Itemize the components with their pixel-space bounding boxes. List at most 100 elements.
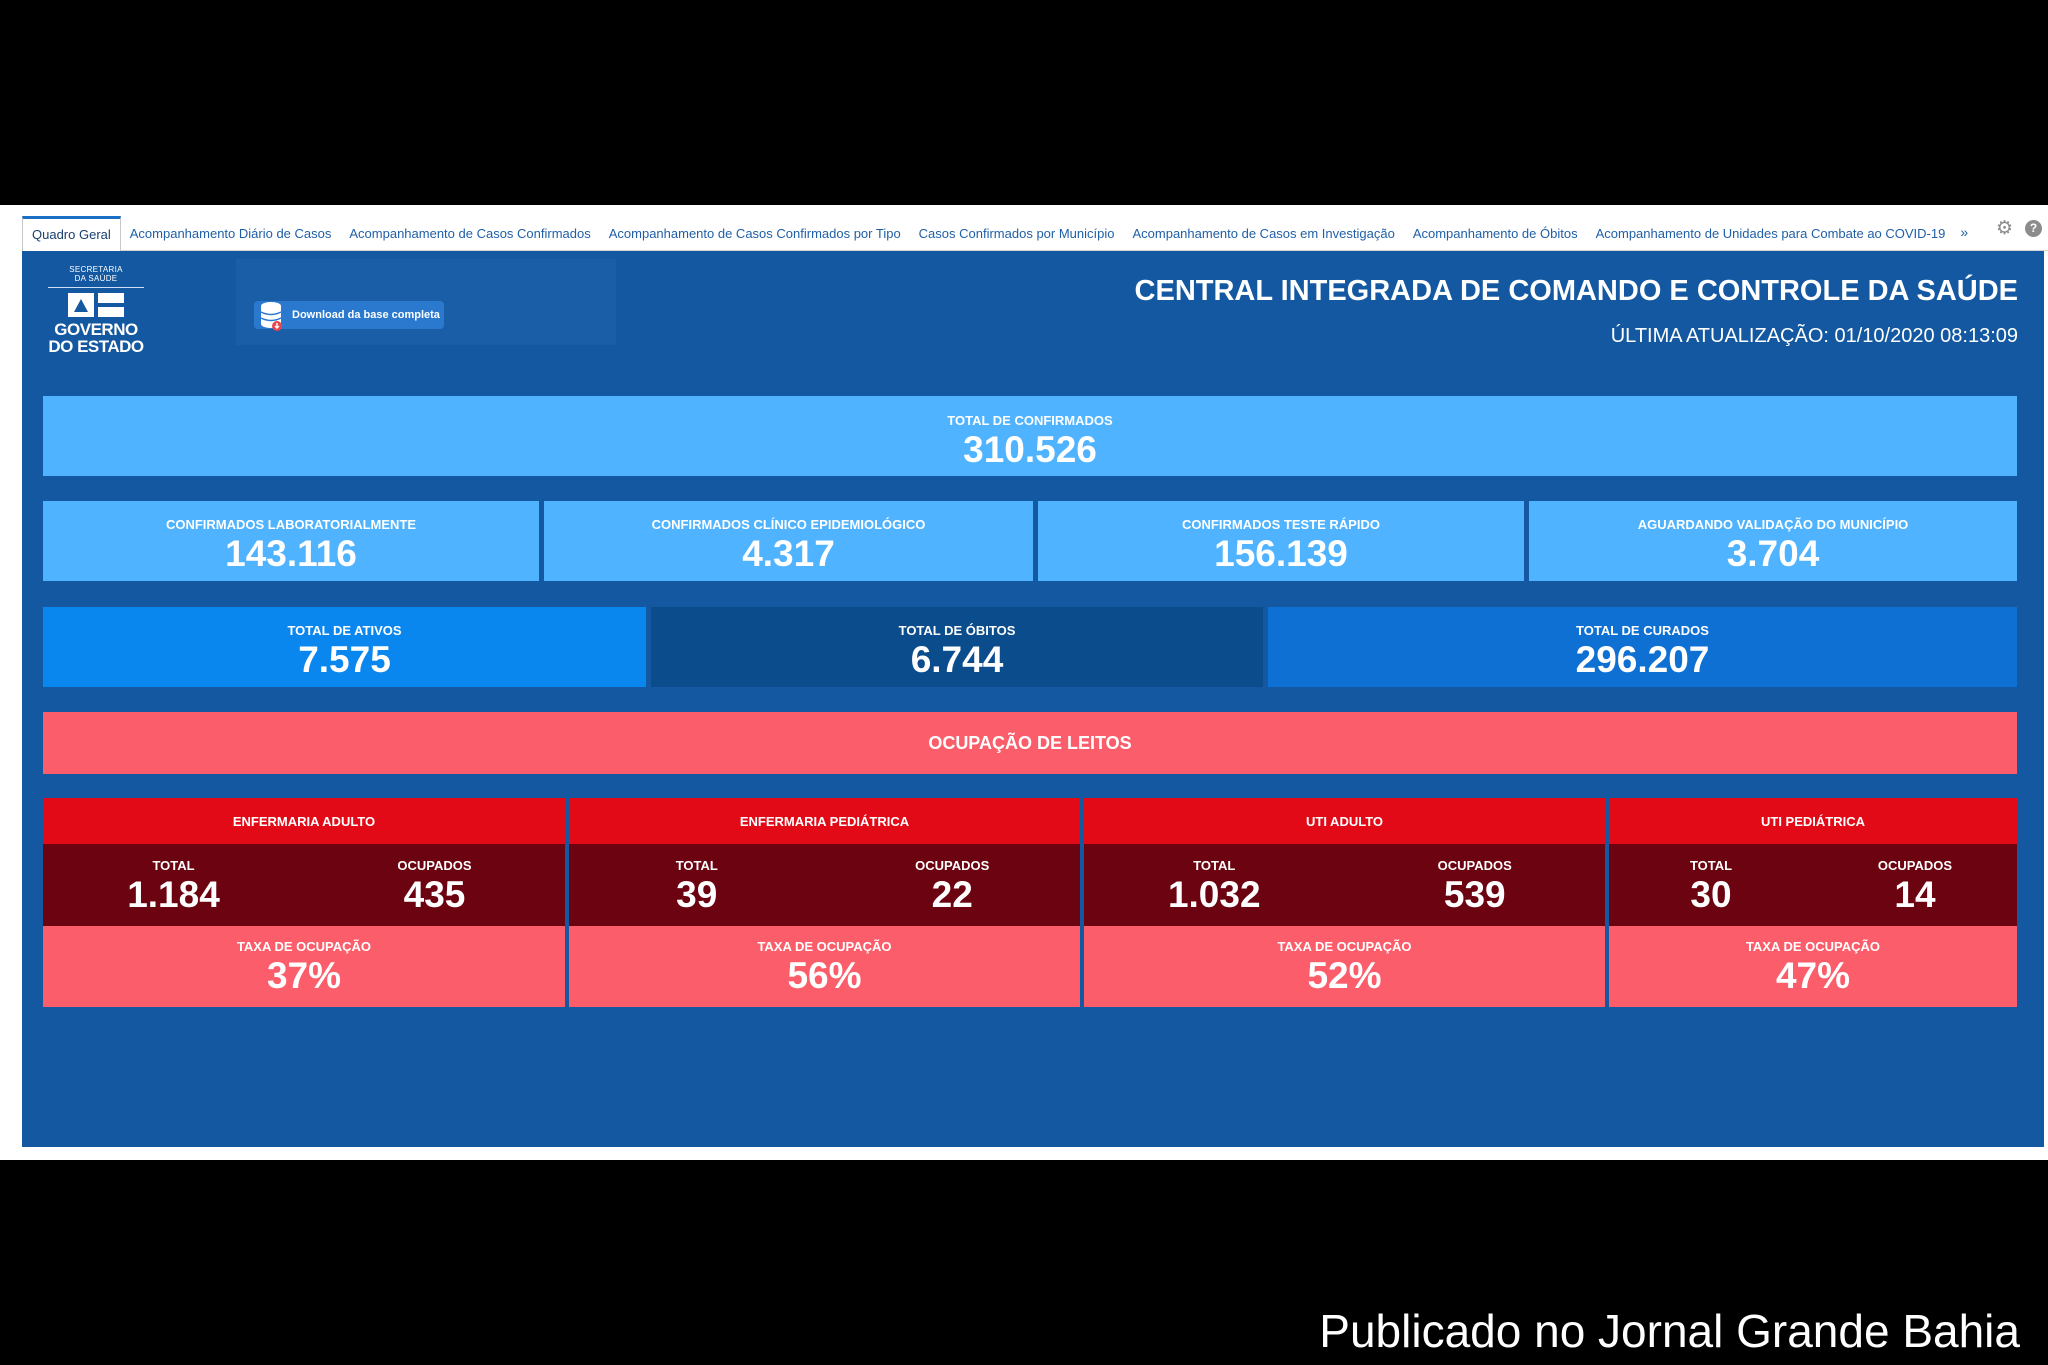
bed-total-value: 39 (676, 874, 718, 915)
bed-card-counts: TOTAL 1.032 OCUPADOS 539 (1084, 844, 1605, 926)
dashboard: SECRETARIA DA SAÚDE GOVERNO DO ESTADO (22, 251, 2044, 1147)
bed-occupied: OCUPADOS 22 (825, 844, 1081, 926)
bed-occupied-value: 435 (403, 874, 466, 915)
card-label: TOTAL DE CONFIRMADOS (947, 413, 1113, 428)
card-value: 6.744 (910, 639, 1004, 680)
download-button-label: Download da base completa (292, 309, 440, 321)
bed-card-uti-pediatrica: UTI PEDIÁTRICA TOTAL 30 OCUPADOS 14 TAXA… (1609, 798, 2017, 1007)
bed-occupied-value: 14 (1894, 874, 1936, 915)
bed-rate-label: TAXA DE OCUPAÇÃO (1745, 939, 1881, 954)
tab-bar: Quadro Geral Acompanhamento Diário de Ca… (22, 209, 2048, 252)
download-button[interactable]: Download da base completa (254, 301, 444, 331)
bed-card-counts: TOTAL 1.184 OCUPADOS 435 (43, 844, 565, 926)
bed-total: TOTAL 30 (1609, 844, 1813, 926)
bed-card-counts: TOTAL 39 OCUPADOS 22 (569, 844, 1080, 926)
tab-unidades-covid[interactable]: Acompanhamento de Unidades para Combate … (1595, 226, 1946, 241)
bed-card-title: ENFERMARIA PEDIÁTRICA (569, 798, 1080, 844)
logo-mark-icon (40, 293, 152, 317)
tab-casos-confirmados[interactable]: Acompanhamento de Casos Confirmados (349, 226, 591, 241)
bed-total: TOTAL 1.032 (1084, 844, 1345, 926)
publication-credit: Publicado no Jornal Grande Bahia (1319, 1305, 2020, 1357)
card-label: CONFIRMADOS LABORATORIALMENTE (165, 517, 417, 532)
card-total-obitos: TOTAL DE ÓBITOS 6.744 (651, 607, 1263, 687)
bed-total-label: TOTAL (152, 858, 195, 873)
card-confirmados-teste-rapido: CONFIRMADOS TESTE RÁPIDO 156.139 (1038, 501, 1524, 581)
more-tabs-button[interactable]: » (1960, 224, 1969, 240)
bed-occupied-label: OCUPADOS (1877, 858, 1953, 873)
bed-card-enfermaria-adulto: ENFERMARIA ADULTO TOTAL 1.184 OCUPADOS 4… (43, 798, 565, 1007)
tab-casos-investigacao[interactable]: Acompanhamento de Casos em Investigação (1132, 226, 1395, 241)
toolbar: ⚙ ? (1996, 218, 2042, 239)
gear-icon[interactable]: ⚙ (1996, 218, 2014, 239)
help-icon[interactable]: ? (2025, 220, 2042, 237)
bed-occupied-value: 539 (1443, 874, 1506, 915)
tab-casos-confirmados-tipo[interactable]: Acompanhamento de Casos Confirmados por … (608, 226, 901, 241)
bed-occupancy-rate: TAXA DE OCUPAÇÃO 37% (43, 926, 565, 1007)
page-title: CENTRAL INTEGRADA DE COMANDO E CONTROLE … (1134, 275, 2018, 307)
bed-card-title: UTI PEDIÁTRICA (1609, 798, 2017, 844)
database-icon (260, 302, 282, 331)
bed-total-value: 30 (1690, 874, 1732, 915)
logo-text-1: GOVERNO (54, 320, 138, 339)
bed-occupied-label: OCUPADOS (1437, 858, 1512, 873)
card-label: CONFIRMADOS CLÍNICO EPIDEMIOLÓGICO (651, 517, 926, 532)
logo-divider (48, 287, 144, 288)
card-label: TOTAL DE CURADOS (1576, 623, 1709, 638)
bed-rate-label: TAXA DE OCUPAÇÃO (1277, 939, 1412, 954)
bed-occupied-label: OCUPADOS (915, 858, 990, 873)
logo-line-1: SECRETARIA (69, 265, 123, 274)
tab-obitos[interactable]: Acompanhamento de Óbitos (1412, 226, 1578, 241)
card-label: TOTAL DE ÓBITOS (898, 623, 1016, 638)
beds-section-title: OCUPAÇÃO DE LEITOS (43, 712, 2017, 774)
card-value: 7.575 (298, 639, 391, 680)
card-value: 310.526 (963, 429, 1097, 470)
tab-casos-municipio[interactable]: Casos Confirmados por Município (918, 226, 1115, 241)
bed-total-value: 1.032 (1167, 874, 1261, 915)
logo-text-2: DO ESTADO (48, 337, 144, 356)
bed-occupied: OCUPADOS 14 (1813, 844, 2017, 926)
card-label: AGUARDANDO VALIDAÇÃO DO MUNICÍPIO (1637, 517, 1909, 532)
bed-rate-value: 52% (1307, 955, 1382, 996)
bed-card-uti-adulto: UTI ADULTO TOTAL 1.032 OCUPADOS 539 TAXA… (1084, 798, 1605, 1007)
card-value: 3.704 (1726, 533, 1820, 574)
card-label: CONFIRMADOS TESTE RÁPIDO (1182, 517, 1380, 532)
card-value: 143.116 (225, 533, 357, 574)
card-aguardando-validacao: AGUARDANDO VALIDAÇÃO DO MUNICÍPIO 3.704 (1529, 501, 2017, 581)
bed-total-value: 1.184 (127, 874, 220, 915)
card-label: TOTAL DE ATIVOS (287, 623, 402, 638)
bed-occupancy-rate: TAXA DE OCUPAÇÃO 56% (569, 926, 1080, 1007)
bed-rate-label: TAXA DE OCUPAÇÃO (757, 939, 892, 954)
bed-total: TOTAL 39 (569, 844, 825, 926)
logo: SECRETARIA DA SAÚDE GOVERNO DO ESTADO (40, 265, 152, 365)
bed-occupancy-rate: TAXA DE OCUPAÇÃO 47% (1609, 926, 2017, 1007)
tab-acompanhamento-diario[interactable]: Acompanhamento Diário de Casos (129, 226, 332, 241)
bed-occupancy-rate: TAXA DE OCUPAÇÃO 52% (1084, 926, 1605, 1007)
card-total-confirmados: TOTAL DE CONFIRMADOS 310.526 (43, 396, 2017, 476)
bed-card-counts: TOTAL 30 OCUPADOS 14 (1609, 844, 2017, 926)
card-total-curados: TOTAL DE CURADOS 296.207 (1268, 607, 2017, 687)
bed-occupied-label: OCUPADOS (397, 858, 472, 873)
bed-card-title: ENFERMARIA ADULTO (43, 798, 565, 844)
card-total-ativos: TOTAL DE ATIVOS 7.575 (43, 607, 646, 687)
bed-card-title: UTI ADULTO (1084, 798, 1605, 844)
bed-rate-value: 37% (266, 955, 342, 996)
last-update: ÚLTIMA ATUALIZAÇÃO: 01/10/2020 08:13:09 (1610, 325, 2018, 347)
bed-total: TOTAL 1.184 (43, 844, 304, 926)
bed-occupied: OCUPADOS 435 (304, 844, 565, 926)
browser-frame: Quadro Geral Acompanhamento Diário de Ca… (0, 205, 2048, 1160)
bed-rate-label: TAXA DE OCUPAÇÃO (236, 939, 372, 954)
bed-card-enfermaria-pediatrica: ENFERMARIA PEDIÁTRICA TOTAL 39 OCUPADOS … (569, 798, 1080, 1007)
card-confirmados-laboratorialmente: CONFIRMADOS LABORATORIALMENTE 143.116 (43, 501, 539, 581)
download-panel: Download da base completa (236, 259, 616, 345)
card-value: 4.317 (742, 533, 835, 574)
tab-quadro-geral[interactable]: Quadro Geral (22, 216, 121, 252)
bed-total-label: TOTAL (675, 858, 718, 873)
bed-total-label: TOTAL (1689, 858, 1733, 873)
card-value: 296.207 (1575, 639, 1710, 680)
tab-list: Quadro Geral Acompanhamento Diário de Ca… (22, 209, 1974, 252)
bed-occupied: OCUPADOS 539 (1345, 844, 1606, 926)
bed-rate-value: 47% (1775, 955, 1851, 996)
bed-total-label: TOTAL (1193, 858, 1236, 873)
card-confirmados-clinico: CONFIRMADOS CLÍNICO EPIDEMIOLÓGICO 4.317 (544, 501, 1033, 581)
bed-rate-value: 56% (787, 955, 862, 996)
